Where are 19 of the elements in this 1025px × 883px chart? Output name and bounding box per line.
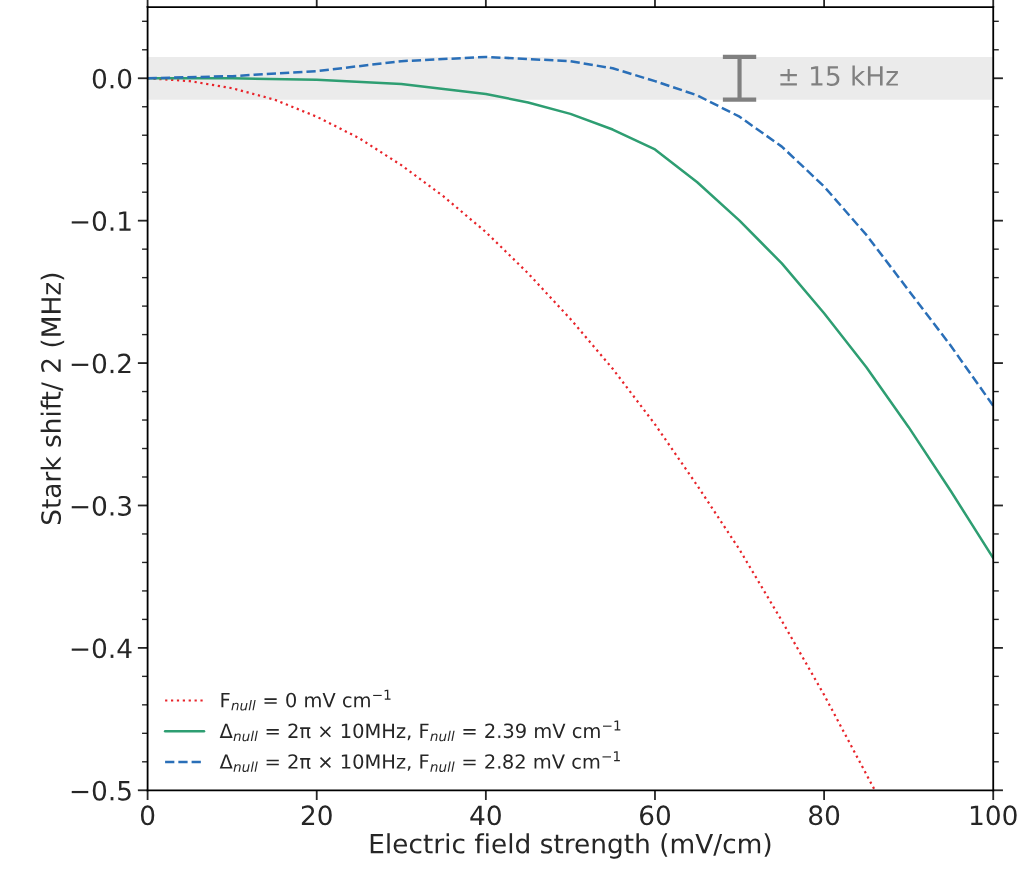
y-tick-label: −0.1	[71, 211, 131, 232]
x-axis-title: Electric field strength (mV/cm)	[370, 833, 771, 859]
line-series	[147, 55, 994, 408]
x-tick-label: 100	[970, 805, 1017, 826]
band-label: ± 15 kHz	[780, 65, 898, 86]
legend-label: F$_{null}$ = 0 mV cm$^{−1}$	[221, 689, 391, 711]
y-tick-label: −0.4	[71, 638, 132, 659]
y-tick-label: −0.5	[71, 780, 131, 801]
x-tick-label: 40	[470, 805, 501, 826]
y-tick-label: −0.2	[71, 353, 131, 374]
x-tick-label: 60	[640, 805, 671, 826]
legend-label: Δ$_{null}$ = 2π × 10MHz, F$_{null}$ = 2.39 mV cm$^{−1}$	[219, 720, 621, 742]
x-tick-label: 80	[809, 805, 840, 826]
x-tick-label: 20	[301, 805, 332, 826]
x-tick-label: 0	[140, 805, 155, 826]
y-tick-label: 0.0	[92, 68, 132, 89]
y-axis-title: Stark shift/ 2 (MHz)	[40, 273, 65, 525]
legend-label: Δ$_{null}$ = 2π × 10MHz, F$_{null}$ = 2.82 mV cm$^{−1}$	[219, 751, 620, 772]
y-tick-label: −0.3	[71, 495, 131, 516]
